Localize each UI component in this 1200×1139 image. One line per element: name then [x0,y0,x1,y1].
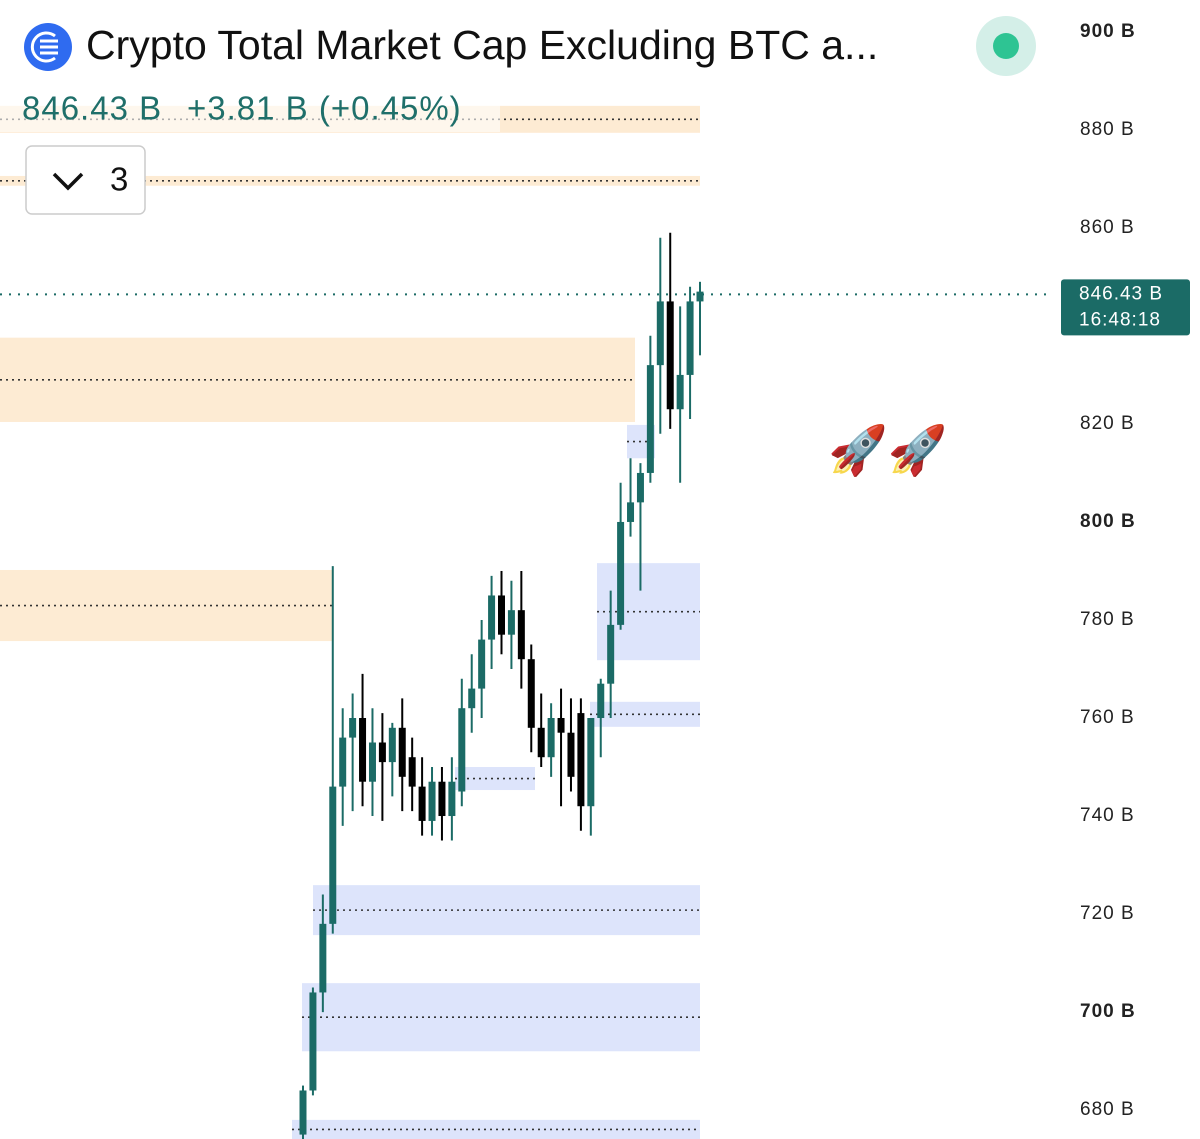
candle-body [448,781,456,817]
y-tick-label: 800 B [1080,511,1136,532]
candle-body [478,639,486,689]
candle-body [388,727,396,763]
y-tick-label: 760 B [1080,707,1135,728]
chart-title: Crypto Total Market Cap Excluding BTC a.… [86,22,878,68]
y-tick-label: 860 B [1080,217,1135,238]
chevron-icon [52,172,84,191]
candle-body [557,718,565,733]
candle-body [319,923,327,993]
candle-body [398,727,406,777]
annotation: 🚀🚀 [828,423,948,478]
candle-body [458,708,466,792]
candle-body [686,301,694,375]
candle-body [428,781,436,821]
last-price-tag [1061,279,1190,336]
candle-body [408,757,416,787]
zones [0,105,700,1139]
y-tick-label: 780 B [1080,609,1135,630]
candle-body [597,683,605,719]
indicator-toggle[interactable] [25,145,146,215]
symbol-icon-glyph [30,31,58,63]
indicator-count: 3 [110,161,128,198]
candle-body [498,595,505,635]
candle-body [349,718,357,738]
zone [0,337,635,422]
candle-body [368,742,376,782]
y-tick-label: 700 B [1080,1001,1136,1022]
zone [455,767,535,791]
candle-body [636,472,644,503]
candle-body [378,742,386,763]
candle-body [517,610,525,660]
y-tick-label: 740 B [1080,805,1135,826]
price-change: +3.81 B (+0.45%) [187,90,462,127]
price-backdrop [0,98,500,132]
candle-body [299,1090,307,1135]
candle-body [547,718,555,758]
candle-body [617,521,625,625]
y-tick-label: 720 B [1080,903,1135,924]
candle-body [537,727,545,758]
candle-body [507,610,515,635]
candle-body [438,781,446,817]
candle-body [339,737,347,787]
candle-body [656,301,664,366]
candle-body [309,992,317,1091]
candle-body [627,502,635,522]
last-price-time: 16:48:18 [1079,309,1161,330]
y-tick-label: 680 B [1080,1099,1135,1120]
y-tick-label: 820 B [1080,413,1135,434]
candle-body [418,786,426,821]
y-tick-label: 900 B [1080,21,1136,42]
candle-body [607,624,615,684]
candle-body [646,365,654,473]
candle-body [676,374,684,410]
candle-body [359,718,367,782]
candle-body [666,301,674,410]
candle-body [527,659,535,728]
candle-body [587,718,595,807]
y-tick-label: 880 B [1080,119,1135,140]
status-dot [993,33,1019,59]
candle-body [488,595,496,640]
last-price-label: 846.43 B [1079,283,1163,304]
candle-body [468,688,476,709]
price: 846.43 B [22,90,162,127]
candle-body [577,713,585,807]
plot [0,232,1050,1139]
candle-body [329,786,337,924]
candle-body [567,732,575,777]
candle-body [696,291,704,302]
